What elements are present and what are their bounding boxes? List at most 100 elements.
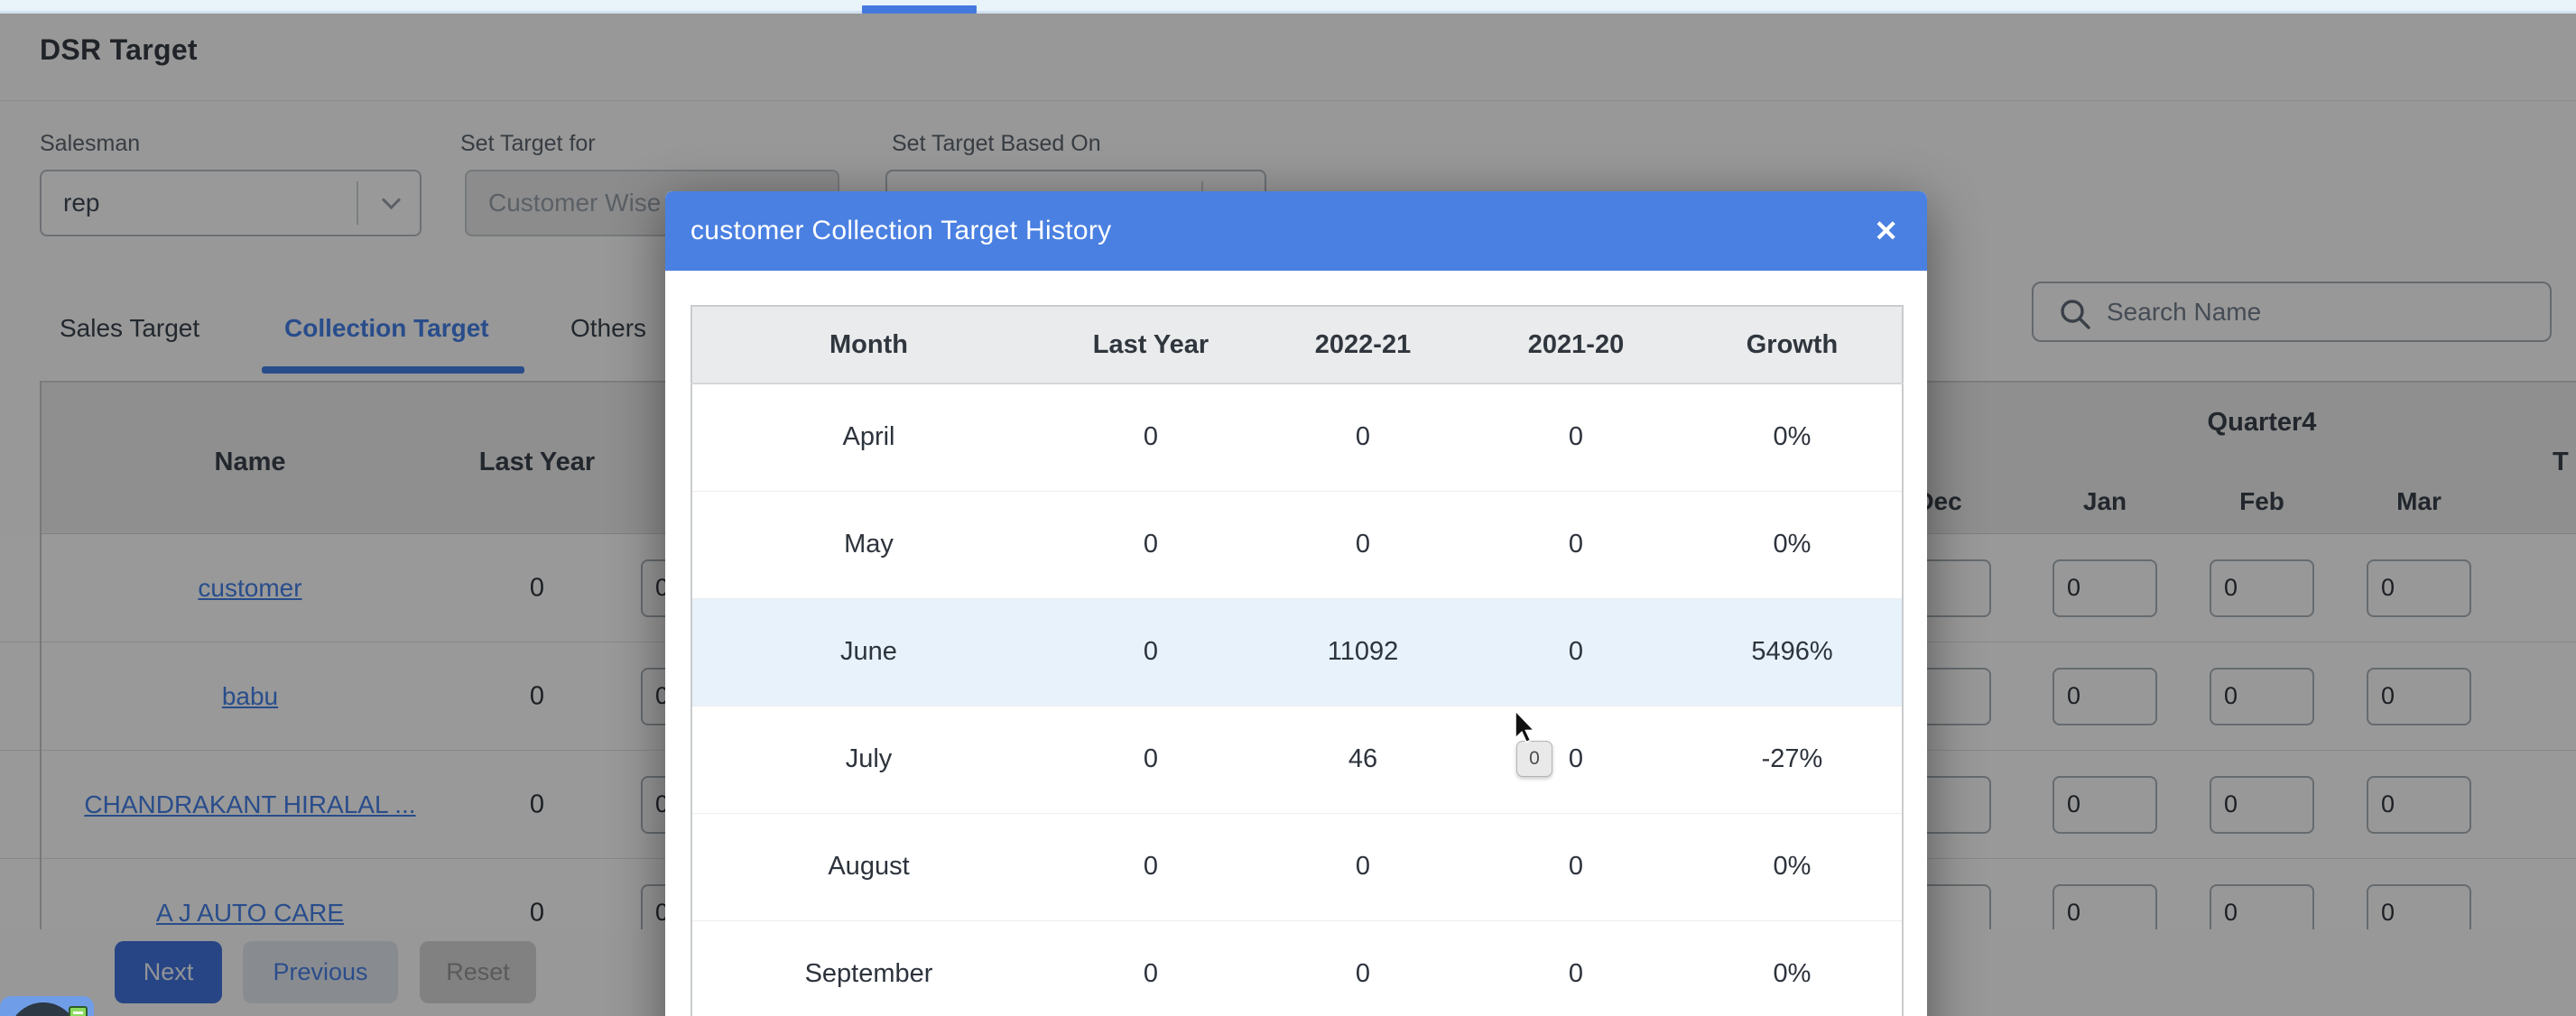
last-year-value: 0 [529, 681, 545, 710]
customer-name-link[interactable]: customer [198, 573, 302, 602]
salesman-label: Salesman [40, 131, 141, 156]
history-2022-21: 0 [1256, 383, 1469, 491]
history-last-year: 0 [1045, 919, 1256, 1016]
total-column-header-clipped: T [2553, 448, 2569, 476]
set-target-for-label: Set Target for [460, 131, 596, 156]
month-column-header: Mar [2396, 487, 2442, 515]
history-2021-20: 0 [1469, 705, 1682, 813]
history-last-year: 0 [1045, 490, 1256, 598]
month-column-headers: Dec Jan Feb Mar [40, 487, 2576, 523]
active-tab-underline [262, 366, 524, 374]
history-row: May 0 0 0 0% [691, 490, 1903, 598]
history-2021-20: 0 [1469, 812, 1682, 920]
search-icon [2061, 300, 2090, 329]
history-month: September [691, 919, 1045, 1016]
history-last-year: 0 [1045, 383, 1256, 491]
page-title: DSR Target [40, 33, 198, 66]
last-year-header: Last Year [1045, 306, 1256, 384]
last-year-value: 0 [529, 573, 545, 602]
modal-header: customer Collection Target History ✕ [665, 191, 1927, 271]
history-month: July [691, 705, 1045, 813]
last-year-column-header: Last Year [478, 448, 596, 476]
jan-target-input[interactable]: 0 [2052, 667, 2157, 725]
history-2022-21: 11092 [1256, 597, 1469, 706]
history-growth: 0% [1682, 919, 1903, 1016]
salesman-select[interactable]: rep [40, 170, 422, 236]
history-2021-20: 0 [1469, 597, 1682, 706]
mar-target-input[interactable]: 0 [2367, 775, 2471, 834]
history-row: June 0 11092 0 5496% [691, 597, 1903, 706]
mar-target-input[interactable]: 0 [2367, 883, 2471, 929]
customer-name-link[interactable]: A J AUTO CARE [156, 898, 344, 927]
tab-collection-target[interactable]: Collection Target [284, 314, 489, 342]
set-target-for-value: Customer Wise [488, 189, 662, 217]
set-target-based-on-label: Set Target Based On [892, 131, 1101, 156]
history-last-year: 0 [1045, 705, 1256, 813]
modal-title: customer Collection Target History [690, 216, 1112, 245]
history-growth: 5496% [1682, 597, 1903, 706]
title-divider [0, 100, 2576, 101]
history-growth: 0% [1682, 383, 1903, 491]
select-divider [357, 181, 358, 225]
y2022-21-header: 2022-21 [1256, 306, 1469, 384]
last-year-value: 0 [529, 790, 545, 818]
history-table-header-row: Month Last Year 2022-21 2021-20 Growth [691, 306, 1903, 384]
mar-target-input[interactable]: 0 [2367, 559, 2471, 617]
feb-target-input[interactable]: 0 [2210, 775, 2314, 834]
history-month: June [691, 597, 1045, 706]
webcam-bubble[interactable] [0, 996, 94, 1016]
feb-target-input[interactable]: 0 [2210, 883, 2314, 929]
history-row: July 0 46 0 -27% [691, 705, 1903, 813]
close-icon[interactable]: ✕ [1874, 215, 1898, 247]
history-last-year: 0 [1045, 812, 1256, 920]
name-column-header: Name [214, 448, 286, 476]
jan-target-input[interactable]: 0 [2052, 883, 2157, 929]
tab-loading-indicator [862, 5, 977, 14]
reset-button[interactable]: Reset [420, 941, 536, 1003]
salesman-select-value: rep [63, 189, 100, 217]
feb-target-input[interactable]: 0 [2210, 667, 2314, 725]
y2021-20-header: 2021-20 [1469, 306, 1682, 384]
history-2022-21: 0 [1256, 490, 1469, 598]
history-growth: -27% [1682, 705, 1903, 813]
tab-sales-target[interactable]: Sales Target [60, 314, 200, 342]
history-growth: 0% [1682, 812, 1903, 920]
history-last-year: 0 [1045, 597, 1256, 706]
history-table: Month Last Year 2022-21 2021-20 Growth A… [690, 305, 1904, 1016]
month-header: Month [691, 306, 1045, 384]
mar-target-input[interactable]: 0 [2367, 667, 2471, 725]
next-button[interactable]: Next [115, 941, 222, 1003]
month-column-header: Jan [2082, 487, 2127, 515]
screen-share-icon [69, 1006, 88, 1016]
history-2021-20: 0 [1469, 383, 1682, 491]
search-placeholder: Search Name [2107, 297, 2262, 326]
customer-name-link[interactable]: CHANDRAKANT HIRALAL ... [84, 790, 416, 818]
history-2022-21: 0 [1256, 919, 1469, 1016]
search-name-input[interactable]: Search Name [2032, 282, 2552, 342]
jan-target-input[interactable]: 0 [2052, 559, 2157, 617]
history-2021-20: 0 [1469, 919, 1682, 1016]
history-2022-21: 46 [1256, 705, 1469, 813]
set-target-for-select: Customer Wise [465, 170, 839, 236]
browser-tab-strip [0, 0, 2576, 14]
history-month: May [691, 490, 1045, 598]
history-month: August [691, 812, 1045, 920]
tab-others[interactable]: Others [570, 314, 647, 342]
history-2021-20: 0 [1469, 490, 1682, 598]
customer-name-link[interactable]: babu [221, 681, 279, 710]
history-growth: 0% [1682, 490, 1903, 598]
drag-value-badge: 0 [1516, 741, 1552, 777]
growth-header: Growth [1682, 306, 1903, 384]
month-column-header: Feb [2239, 487, 2284, 515]
quarter4-group-header: Quarter4 [2207, 408, 2317, 437]
feb-target-input[interactable]: 0 [2210, 559, 2314, 617]
history-row: August 0 0 0 0% [691, 812, 1903, 920]
last-year-value: 0 [529, 898, 545, 927]
jan-target-input[interactable]: 0 [2052, 775, 2157, 834]
history-month: April [691, 383, 1045, 491]
previous-button[interactable]: Previous [243, 941, 398, 1003]
history-2022-21: 0 [1256, 812, 1469, 920]
history-row: April 0 0 0 0% [691, 383, 1903, 491]
history-row: September 0 0 0 0% [691, 919, 1903, 1016]
